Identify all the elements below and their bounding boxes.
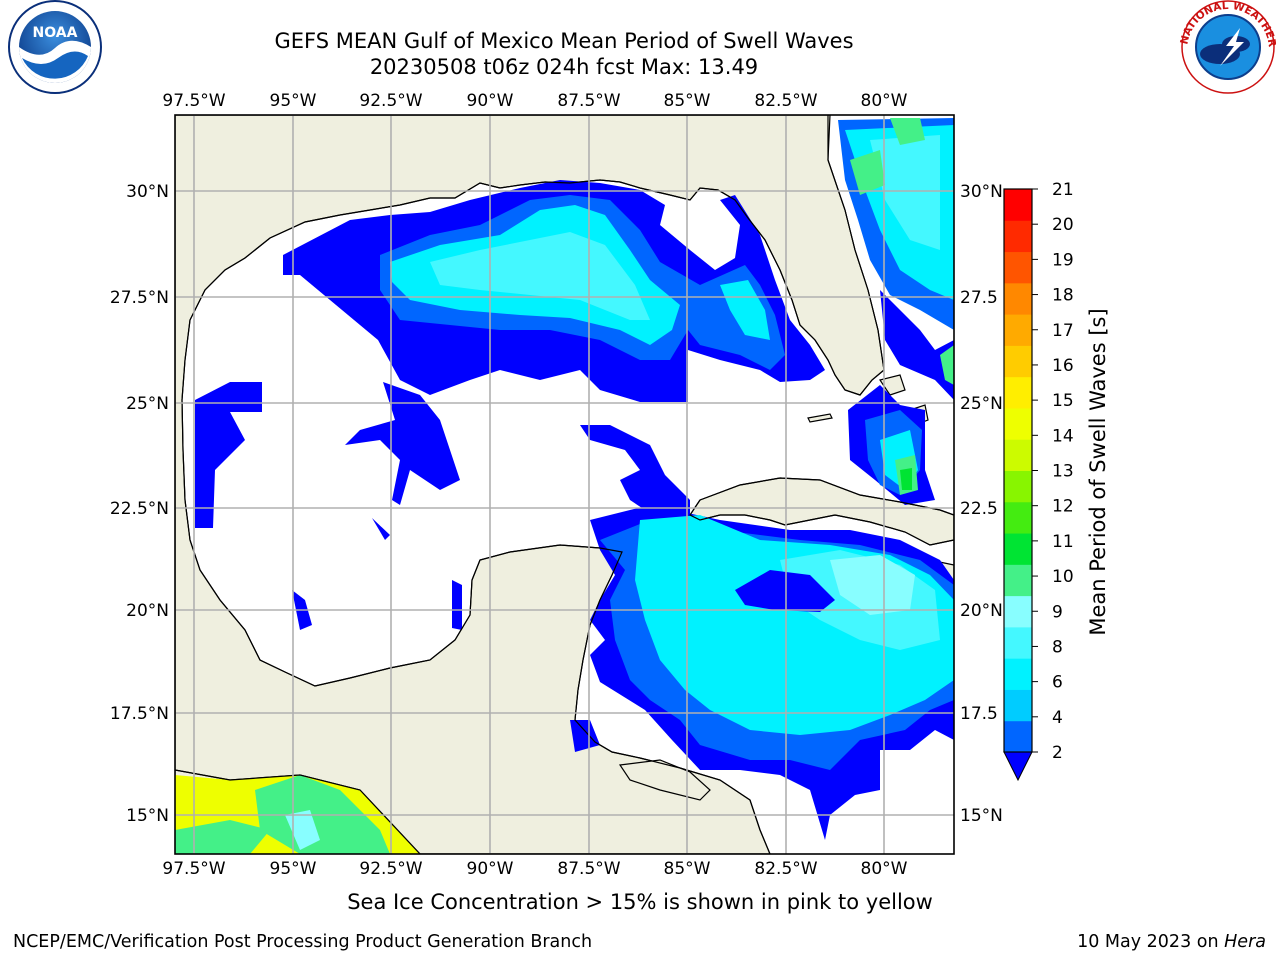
lon-label: 92.5°W — [359, 859, 422, 879]
swell-field-8-9s — [830, 555, 915, 615]
lon-label: 80°W — [861, 91, 908, 111]
svg-text:NATIONAL WEATHER SERVICE: NATIONAL WEATHER SERVICE — [0, 0, 1278, 51]
footer-machine: Hera — [1224, 932, 1266, 952]
footer-date-text: 10 May 2023 on — [1077, 932, 1225, 952]
national-weather-service-logo: NATIONAL WEATHER SERVICE — [0, 0, 1278, 94]
colorbar-tick-label: 16 — [1052, 356, 1074, 376]
lon-label: 95°W — [270, 859, 317, 879]
lon-label: 80°W — [861, 859, 908, 879]
noaa-logo-text: NOAA — [33, 25, 78, 41]
footer-credit: NCEP/EMC/Verification Post Processing Pr… — [13, 932, 593, 952]
lon-label: 92.5°W — [359, 91, 422, 111]
lat-label: 22.5°N — [110, 499, 169, 519]
colorbar-band — [1004, 595, 1032, 628]
lat-labels-right: 30°N 27.5 25°N 22.5 20°N 17.5 15°N — [960, 182, 1003, 826]
lon-label: 85°W — [664, 859, 711, 879]
map-subtitle: 20230508 t06z 024h fcst Max: 13.49 — [369, 55, 759, 79]
colorbar-band — [1004, 626, 1032, 659]
sea-ice-note: Sea Ice Concentration > 15% is shown in … — [347, 890, 933, 914]
colorbar-under-arrow — [1003, 751, 1033, 782]
colorbar-label: Mean Period of Swell Waves [s] — [1086, 308, 1110, 635]
colorbar-tick-label: 18 — [1052, 286, 1074, 306]
lon-label: 95°W — [270, 91, 317, 111]
colorbar-band — [1004, 189, 1032, 221]
colorbar-band — [1004, 376, 1032, 409]
map-area — [175, 115, 954, 854]
lat-label: 15°N — [126, 806, 169, 826]
colorbar-band — [1004, 720, 1032, 753]
lon-label: 97.5°W — [162, 859, 225, 879]
lon-labels-bottom: 97.5°W 95°W 92.5°W 90°W 87.5°W 85°W 82.5… — [162, 859, 907, 879]
lon-labels-top: 97.5°W 95°W 92.5°W 90°W 87.5°W 85°W 82.5… — [162, 91, 907, 111]
colorbar-band — [1004, 564, 1032, 597]
lat-label: 25°N — [126, 394, 169, 414]
colorbar-tick-label: 13 — [1052, 462, 1074, 482]
lat-labels-left: 30°N 27.5°N 25°N 22.5°N 20°N 17.5°N 15°N — [110, 182, 169, 826]
lat-label: 25°N — [960, 394, 1003, 414]
lon-label: 87.5°W — [557, 859, 620, 879]
map-frame — [174, 114, 955, 855]
colorbar-tick-label: 12 — [1052, 497, 1074, 517]
colorbar-band — [1004, 220, 1032, 253]
colorbar-band — [1004, 345, 1032, 378]
lon-label: 82.5°W — [754, 859, 817, 879]
lat-label: 27.5°N — [110, 288, 169, 308]
colorbar-tick-label: 8 — [1052, 637, 1063, 657]
lon-label: 97.5°W — [162, 91, 225, 111]
colorbar-band — [1004, 689, 1032, 722]
colorbar-tick-label: 9 — [1052, 602, 1063, 622]
noaa-logo: NOAA — [8, 0, 102, 94]
lat-label: 20°N — [960, 601, 1003, 621]
lon-label: 90°W — [467, 91, 514, 111]
colorbar-bands — [1004, 189, 1032, 753]
colorbar-ticks: 21 20 19 18 17 16 15 14 13 12 11 10 9 8 6 4 2 — [1032, 180, 1074, 763]
lon-label: 82.5°W — [754, 91, 817, 111]
colorbar-tick-label: 15 — [1052, 391, 1074, 411]
colorbar: 21 20 19 18 17 16 15 14 13 12 11 10 9 8 6 4 2 Mean Perio… — [1003, 180, 1110, 782]
colorbar-tick-label: 17 — [1052, 321, 1074, 341]
footer-date: 10 May 2023 on Hera — [1077, 932, 1266, 952]
lat-label: 27.5 — [960, 288, 998, 308]
lat-label: 22.5 — [960, 499, 998, 519]
lat-label: 17.5°N — [110, 704, 169, 724]
lat-label: 17.5 — [960, 704, 998, 724]
lon-label: 90°W — [467, 859, 514, 879]
colorbar-tick-label: 4 — [1052, 708, 1063, 728]
colorbar-tick-label: 6 — [1052, 673, 1063, 693]
colorbar-tick-label: 11 — [1052, 532, 1074, 552]
colorbar-band — [1004, 282, 1032, 315]
map-title: GEFS MEAN Gulf of Mexico Mean Period of … — [274, 29, 854, 53]
lon-label: 85°W — [664, 91, 711, 111]
colorbar-tick-label: 21 — [1052, 180, 1074, 200]
colorbar-band — [1004, 314, 1032, 346]
colorbar-tick-label: 19 — [1052, 250, 1074, 270]
colorbar-tick-label: 10 — [1052, 567, 1074, 587]
lon-label: 87.5°W — [557, 91, 620, 111]
colorbar-band — [1004, 658, 1032, 690]
colorbar-band — [1004, 501, 1032, 534]
lat-label: 30°N — [126, 182, 169, 202]
colorbar-band — [1004, 439, 1032, 471]
lat-label: 20°N — [126, 601, 169, 621]
colorbar-tick-label: 2 — [1052, 743, 1063, 763]
colorbar-band — [1004, 533, 1032, 565]
lat-label: 15°N — [960, 806, 1003, 826]
colorbar-tick-label: 20 — [1052, 215, 1074, 235]
gridlines — [175, 115, 954, 854]
swell-field-caribbean-pocket — [735, 570, 835, 612]
colorbar-band — [1004, 470, 1032, 503]
colorbar-tick-label: 14 — [1052, 426, 1074, 446]
colorbar-band — [1004, 407, 1032, 440]
nws-logo-text: NATIONAL WEATHER SERVICE — [0, 0, 1278, 51]
lat-label: 30°N — [960, 182, 1003, 202]
colorbar-band — [1004, 251, 1032, 284]
swell-field-10-11s — [900, 468, 912, 490]
